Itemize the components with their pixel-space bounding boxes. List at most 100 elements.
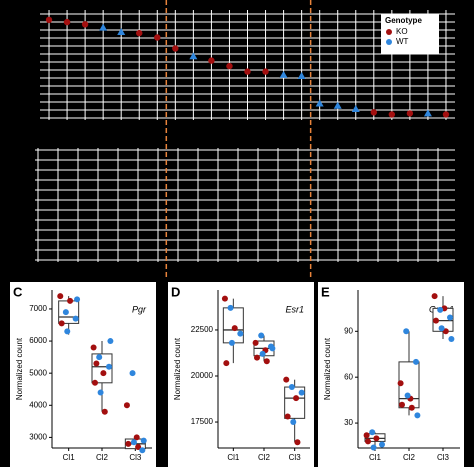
x-tick-label: Cl1 [63, 453, 76, 462]
point [123, 402, 130, 409]
point [252, 339, 259, 346]
y-tick-label: 7000 [29, 304, 47, 313]
x-tick-label: Cl3 [437, 453, 450, 462]
point [130, 439, 137, 446]
y-axis-label: Normalized count [173, 337, 182, 400]
point [93, 360, 100, 367]
point [72, 315, 79, 322]
point [279, 70, 288, 78]
point [133, 434, 140, 441]
point [259, 350, 266, 357]
point [139, 447, 146, 454]
point [333, 101, 342, 109]
point [107, 338, 114, 345]
y-tick-label: 5000 [29, 368, 47, 377]
point [397, 380, 404, 387]
point [140, 437, 147, 444]
point [228, 339, 235, 346]
point [90, 344, 97, 351]
x-tick-label: Cl3 [289, 453, 302, 462]
x-tick-label: Cl1 [227, 453, 240, 462]
point [227, 304, 234, 311]
point [172, 45, 179, 52]
legend-label: WT [396, 37, 409, 46]
point [221, 295, 228, 302]
point [244, 68, 251, 75]
point [373, 435, 380, 442]
point [97, 389, 104, 396]
point [379, 441, 385, 448]
point [315, 99, 324, 107]
x-tick-label: Cl2 [258, 453, 271, 462]
point [106, 363, 112, 370]
legend-marker [386, 29, 392, 35]
legend-label: KO [396, 27, 408, 36]
point [294, 439, 301, 446]
point [297, 72, 306, 79]
point [293, 395, 300, 402]
gene-title: Esr1 [285, 304, 304, 314]
point [92, 379, 98, 386]
point [431, 293, 438, 300]
point [414, 412, 421, 419]
point [189, 52, 198, 60]
y-tick-label: 17500 [191, 417, 214, 426]
point [437, 306, 444, 313]
point [101, 408, 108, 415]
panel-label: C [13, 284, 23, 299]
heatmap-grid [35, 148, 455, 262]
point [448, 335, 455, 342]
point [370, 444, 377, 451]
point [96, 354, 103, 361]
point [408, 404, 415, 411]
gene-title: Pgr [132, 304, 147, 314]
point [231, 325, 238, 332]
point [154, 34, 161, 41]
point [370, 109, 378, 116]
x-tick-label: Cl2 [403, 453, 416, 462]
x-tick-label: Cl2 [96, 453, 109, 462]
point [74, 296, 81, 303]
point [63, 18, 71, 26]
point [129, 370, 136, 377]
point [125, 440, 132, 447]
point [288, 384, 295, 391]
point [58, 320, 65, 327]
point [284, 413, 291, 420]
panel-label: D [171, 284, 180, 299]
point [413, 358, 419, 365]
point [254, 354, 260, 361]
y-tick-label: 3000 [29, 433, 47, 442]
point [442, 111, 450, 118]
y-tick-label: 20000 [191, 371, 214, 380]
y-tick-label: 4000 [29, 400, 47, 409]
point [290, 419, 297, 426]
point [369, 429, 376, 436]
y-tick-label: 22500 [191, 325, 214, 334]
point [269, 345, 276, 352]
point [67, 297, 74, 304]
point [403, 328, 410, 335]
point [258, 332, 265, 339]
point [298, 389, 305, 396]
point [406, 110, 414, 117]
y-tick-label: 30 [344, 418, 353, 427]
point [283, 376, 290, 383]
point [64, 328, 71, 335]
point [223, 360, 230, 367]
y-tick-label: 60 [344, 372, 353, 381]
legend-marker [386, 39, 392, 45]
point [99, 23, 108, 31]
point [263, 358, 270, 365]
point [45, 16, 53, 24]
x-tick-label: Cl1 [369, 453, 382, 462]
box [222, 307, 244, 344]
point [442, 328, 449, 335]
point [226, 62, 233, 70]
legend-title: Genotype [385, 16, 422, 25]
point [433, 317, 439, 324]
point [447, 314, 453, 321]
point [351, 105, 360, 112]
